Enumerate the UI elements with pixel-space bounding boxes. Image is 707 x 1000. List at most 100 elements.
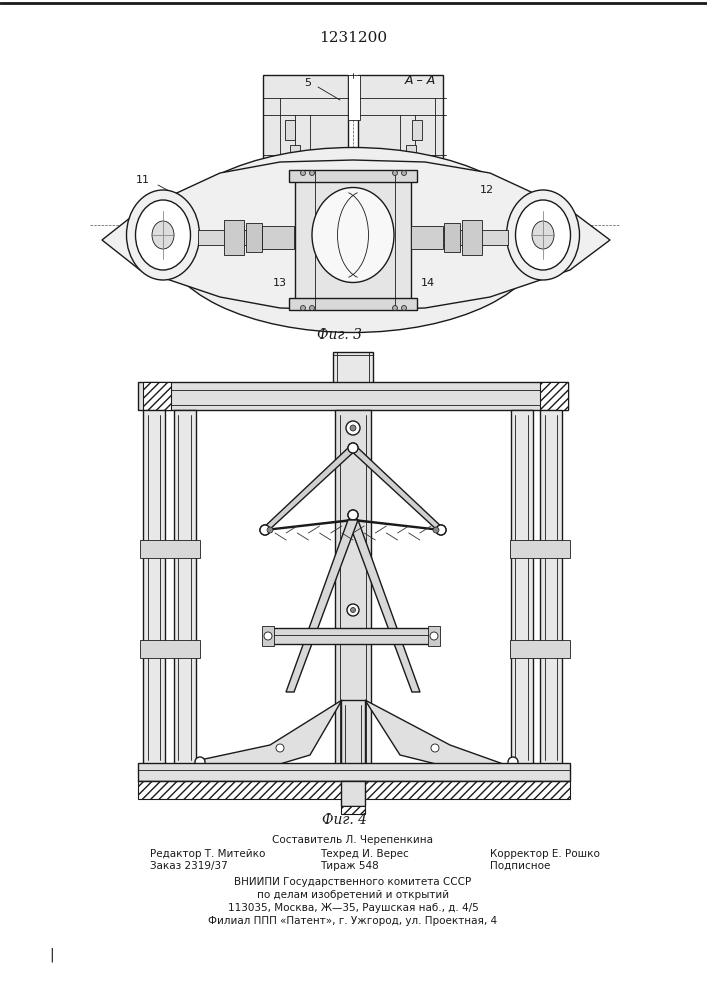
Text: Заказ 2319/37: Заказ 2319/37 (150, 861, 228, 871)
Ellipse shape (506, 190, 580, 280)
Bar (333, 352, 373, 407)
Circle shape (310, 170, 315, 176)
Bar (224, 220, 244, 255)
Circle shape (264, 632, 272, 640)
Bar (341, 806, 365, 814)
Ellipse shape (532, 221, 554, 249)
Circle shape (310, 306, 315, 310)
Bar (411, 226, 443, 249)
Circle shape (436, 525, 446, 535)
Ellipse shape (312, 188, 394, 282)
Text: Фиг. 3: Фиг. 3 (317, 328, 363, 342)
Circle shape (195, 757, 205, 767)
Circle shape (392, 306, 397, 310)
Circle shape (348, 443, 358, 453)
Circle shape (392, 170, 397, 176)
Ellipse shape (163, 147, 543, 332)
Text: ВНИИПИ Государственного комитета СССР: ВНИИПИ Государственного комитета СССР (235, 877, 472, 887)
Circle shape (260, 525, 270, 535)
Bar (262, 626, 274, 646)
Text: 14: 14 (421, 278, 435, 288)
Bar (262, 226, 294, 249)
Text: Корректор Е. Рошко: Корректор Е. Рошко (490, 849, 600, 859)
Text: Подписное: Подписное (490, 861, 550, 871)
Polygon shape (348, 448, 445, 530)
Polygon shape (406, 145, 416, 158)
Polygon shape (290, 145, 300, 158)
Circle shape (433, 527, 439, 533)
Bar (143, 410, 165, 765)
Polygon shape (261, 520, 358, 530)
Bar (143, 382, 171, 410)
Circle shape (300, 306, 305, 310)
Circle shape (346, 421, 360, 435)
Circle shape (300, 170, 305, 176)
Polygon shape (102, 160, 610, 310)
Text: |: | (49, 948, 54, 962)
Circle shape (260, 525, 270, 535)
Text: по делам изобретений и открытий: по делам изобретений и открытий (257, 890, 449, 900)
Text: Составитель Л. Черепенкина: Составитель Л. Черепенкина (272, 835, 433, 845)
Text: 1231200: 1231200 (319, 31, 387, 45)
Text: Тираж 548: Тираж 548 (320, 861, 379, 871)
Circle shape (348, 510, 358, 520)
Bar (540, 410, 562, 765)
Bar (341, 700, 365, 785)
Bar (428, 626, 440, 646)
Text: 113035, Москва, Ж—35, Раушская наб., д. 4/5: 113035, Москва, Ж—35, Раушская наб., д. … (228, 903, 479, 913)
Circle shape (508, 757, 518, 767)
Bar (140, 540, 200, 558)
Circle shape (276, 744, 284, 752)
Bar (341, 781, 365, 806)
Text: Техред И. Верес: Техред И. Верес (320, 849, 409, 859)
Circle shape (351, 607, 356, 612)
Bar (138, 382, 568, 410)
Bar (266, 628, 436, 644)
Bar (510, 640, 570, 658)
Bar (358, 75, 443, 200)
Bar (174, 410, 196, 765)
Bar (540, 382, 568, 410)
Text: 12: 12 (480, 185, 494, 195)
Bar (444, 223, 460, 252)
Polygon shape (185, 700, 342, 770)
Polygon shape (365, 700, 520, 770)
Bar (511, 410, 533, 765)
Circle shape (431, 744, 439, 752)
Bar (198, 230, 293, 245)
Bar (263, 75, 348, 200)
Circle shape (347, 604, 359, 616)
Bar (462, 220, 482, 255)
Polygon shape (348, 520, 445, 530)
Bar (138, 763, 570, 781)
Bar (510, 540, 570, 558)
Polygon shape (412, 120, 422, 140)
Ellipse shape (152, 221, 174, 249)
Bar (295, 172, 411, 308)
Polygon shape (285, 120, 295, 140)
Polygon shape (286, 520, 358, 692)
Ellipse shape (127, 190, 199, 280)
Text: Редактор Т. Митейко: Редактор Т. Митейко (150, 849, 265, 859)
Ellipse shape (136, 200, 190, 270)
Text: 13: 13 (273, 278, 287, 288)
Circle shape (267, 527, 273, 533)
Text: A – A: A – A (404, 74, 436, 87)
Bar (335, 410, 371, 770)
Circle shape (350, 425, 356, 431)
Circle shape (402, 306, 407, 310)
Circle shape (348, 443, 358, 453)
Circle shape (402, 170, 407, 176)
Bar (348, 75, 360, 120)
Text: 11: 11 (136, 175, 150, 185)
Circle shape (436, 525, 446, 535)
Text: 5: 5 (305, 78, 312, 88)
Bar (138, 781, 570, 799)
Circle shape (430, 632, 438, 640)
Polygon shape (261, 448, 358, 530)
Bar (413, 230, 508, 245)
Text: Филиал ППП «Патент», г. Ужгород, ул. Проектная, 4: Филиал ППП «Патент», г. Ужгород, ул. Про… (209, 916, 498, 926)
Bar (246, 223, 262, 252)
Bar (289, 298, 417, 310)
Text: Фиг. 4: Фиг. 4 (322, 813, 368, 827)
